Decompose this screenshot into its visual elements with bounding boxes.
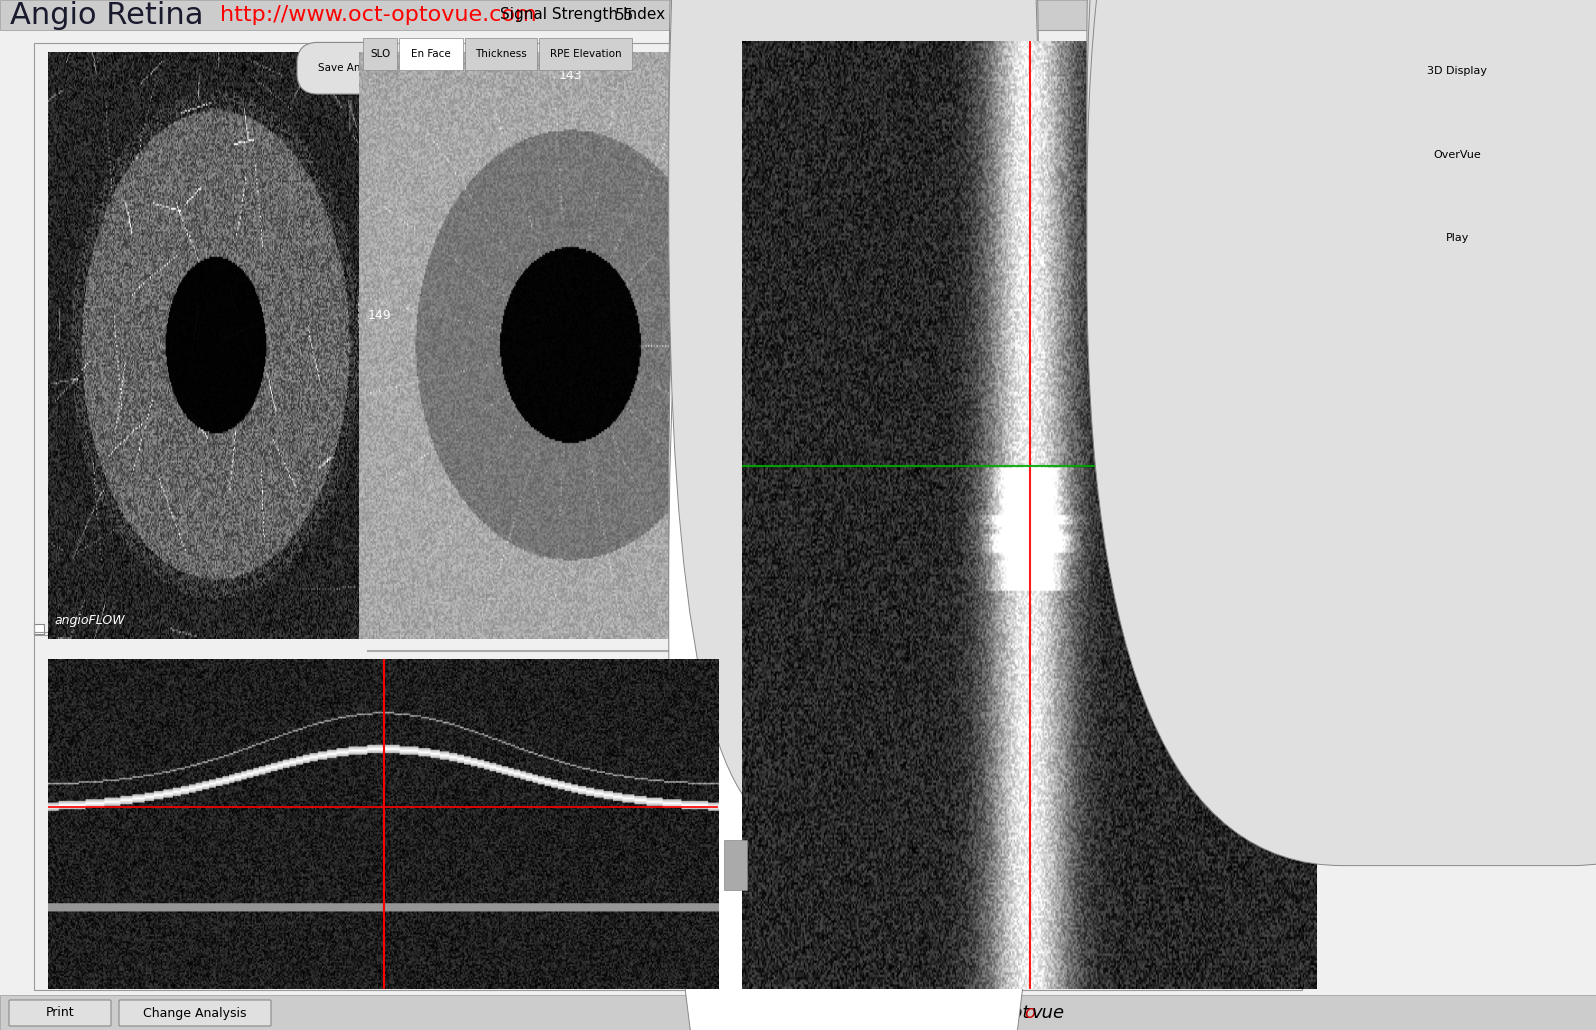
Text: Print: Print: [46, 1006, 75, 1020]
Text: Signal Strength Index: Signal Strength Index: [500, 7, 666, 23]
Bar: [1342, 393, 1368, 423]
FancyBboxPatch shape: [464, 38, 536, 70]
Text: http://www.oct-optovue.com: http://www.oct-optovue.com: [220, 5, 536, 25]
Text: o: o: [1025, 1004, 1034, 1022]
Text: Flatten Bnd: Flatten Bnd: [49, 621, 123, 634]
FancyBboxPatch shape: [399, 38, 463, 70]
Bar: [750, 30, 1302, 990]
Text: Superficial: Superficial: [812, 294, 865, 304]
Bar: [1342, 346, 1368, 376]
Bar: [1342, 298, 1368, 328]
FancyBboxPatch shape: [10, 1000, 112, 1026]
FancyBboxPatch shape: [539, 38, 632, 70]
Text: 143: 143: [559, 69, 583, 82]
Bar: [0, 0, 1596, 30]
Text: Color: Color: [1385, 404, 1414, 414]
Bar: [1342, 442, 1368, 472]
Text: Save Angio: Save Angio: [318, 63, 377, 73]
Text: Thickness: Thickness: [476, 49, 527, 59]
Text: Restore Settings: Restore Settings: [814, 185, 894, 196]
Text: ☀: ☀: [846, 39, 862, 58]
Text: Angio Retina: Angio Retina: [10, 0, 204, 30]
Text: OverVue: OverVue: [1433, 149, 1481, 160]
Text: Lower - RPE Ref
Offset(um): Lower - RPE Ref Offset(um): [819, 552, 889, 572]
FancyBboxPatch shape: [669, 0, 1039, 830]
Text: En Face: En Face: [412, 49, 452, 59]
Text: Deep: Deep: [812, 331, 839, 341]
FancyBboxPatch shape: [1087, 0, 1596, 782]
Text: Choroid Cap: Choroid Cap: [812, 405, 873, 415]
Text: SLO: SLO: [370, 49, 391, 59]
Text: Reference: Reference: [822, 255, 886, 266]
FancyBboxPatch shape: [859, 1000, 982, 1026]
Text: 3D Display: 3D Display: [1427, 66, 1487, 76]
Bar: [34, 624, 45, 634]
Bar: [725, 840, 747, 890]
Bar: [356, 43, 780, 636]
Bar: [34, 43, 369, 636]
Text: Play: Play: [1446, 234, 1468, 243]
Text: 55: 55: [614, 7, 634, 23]
FancyBboxPatch shape: [669, 0, 1039, 1030]
FancyBboxPatch shape: [120, 1000, 271, 1026]
FancyBboxPatch shape: [1087, 0, 1596, 865]
Text: opt: opt: [1001, 1004, 1029, 1022]
Text: ✓: ✓: [1350, 308, 1360, 318]
FancyBboxPatch shape: [669, 0, 1039, 1030]
Text: RPE Elevation: RPE Elevation: [549, 49, 621, 59]
Text: angioFLOW: angioFLOW: [54, 614, 124, 627]
FancyBboxPatch shape: [669, 0, 1039, 781]
Text: Comment: Comment: [889, 1006, 951, 1020]
FancyBboxPatch shape: [1087, 0, 1596, 698]
FancyBboxPatch shape: [364, 38, 397, 70]
Text: ◑: ◑: [846, 95, 862, 113]
Text: Show Bnd: Show Bnd: [1385, 308, 1441, 318]
Text: Show Line: Show Line: [1385, 451, 1443, 461]
Text: -181 ...: -181 ...: [836, 513, 871, 523]
Text: 149: 149: [367, 309, 391, 322]
Text: Upper - RPE Ref
Offset(um): Upper - RPE Ref Offset(um): [819, 466, 889, 485]
Text: No MCT: No MCT: [1385, 355, 1428, 366]
Text: Save Settings: Save Settings: [820, 136, 887, 146]
Text: Left / OS: Left / OS: [1467, 1, 1585, 29]
Text: 3.00 x 3.00 Scan Size (mm): 3.00 x 3.00 Scan Size (mm): [793, 37, 967, 50]
Bar: [34, 632, 694, 990]
Bar: [0, 995, 1596, 1030]
Text: vue: vue: [1033, 1004, 1065, 1022]
Text: Outer Retina: Outer Retina: [812, 368, 875, 378]
Text: Change Analysis: Change Analysis: [144, 1006, 247, 1020]
Text: -152 ...: -152 ...: [836, 599, 871, 610]
